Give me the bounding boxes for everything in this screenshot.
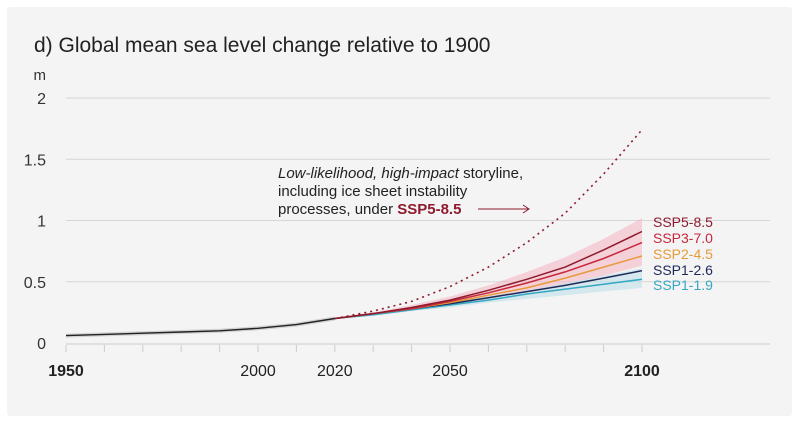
annotation-scenario: SSP5-8.5 bbox=[397, 201, 461, 218]
legend-label: SSP3-7.0 bbox=[653, 230, 713, 246]
annotation-rest: storyline, bbox=[459, 165, 523, 182]
x-tick-label: 1950 bbox=[48, 363, 84, 380]
y-tick-label: 0 bbox=[37, 336, 46, 353]
y-tick-label: 1 bbox=[37, 214, 46, 231]
legend-label: SSP2-4.5 bbox=[653, 246, 713, 262]
series-line-ssp1-1.9 bbox=[334, 278, 643, 320]
storyline-dotted-line bbox=[334, 129, 643, 320]
chart-panel bbox=[7, 7, 792, 416]
chart-title: d) Global mean sea level change relative… bbox=[34, 34, 491, 57]
x-tick-label: 2100 bbox=[624, 363, 660, 380]
uncertainty-band-ssp1-1.9 bbox=[334, 268, 642, 319]
series-line-ssp5-8.5 bbox=[334, 230, 643, 320]
annotation-prefix: processes, under bbox=[278, 201, 397, 218]
legend-label: SSP1-2.6 bbox=[653, 262, 713, 278]
legend-label: SSP1-1.9 bbox=[653, 277, 713, 293]
annotation-line-2: including ice sheet instability bbox=[278, 183, 468, 200]
y-axis-unit: m bbox=[34, 67, 47, 84]
y-tick-label: 1.5 bbox=[24, 152, 46, 169]
uncertainty-band-ssp5-8.5 bbox=[334, 218, 642, 319]
annotation-line-1: Low-likelihood, high-impact storyline, bbox=[278, 165, 523, 182]
historical-range bbox=[65, 316, 336, 338]
annotation-line-3: processes, under SSP5-8.5 bbox=[278, 201, 461, 218]
legend-label: SSP5-8.5 bbox=[653, 214, 713, 230]
annotation-italic: Low-likelihood, high-impact bbox=[278, 165, 460, 182]
y-tick-label: 2 bbox=[37, 91, 46, 108]
x-tick-label: 2020 bbox=[317, 363, 353, 380]
arrow-head-icon bbox=[522, 204, 530, 214]
x-tick-label: 2000 bbox=[240, 363, 276, 380]
x-tick-label: 2050 bbox=[432, 363, 468, 380]
y-tick-label: 0.5 bbox=[24, 275, 46, 292]
historical-line bbox=[65, 317, 335, 337]
